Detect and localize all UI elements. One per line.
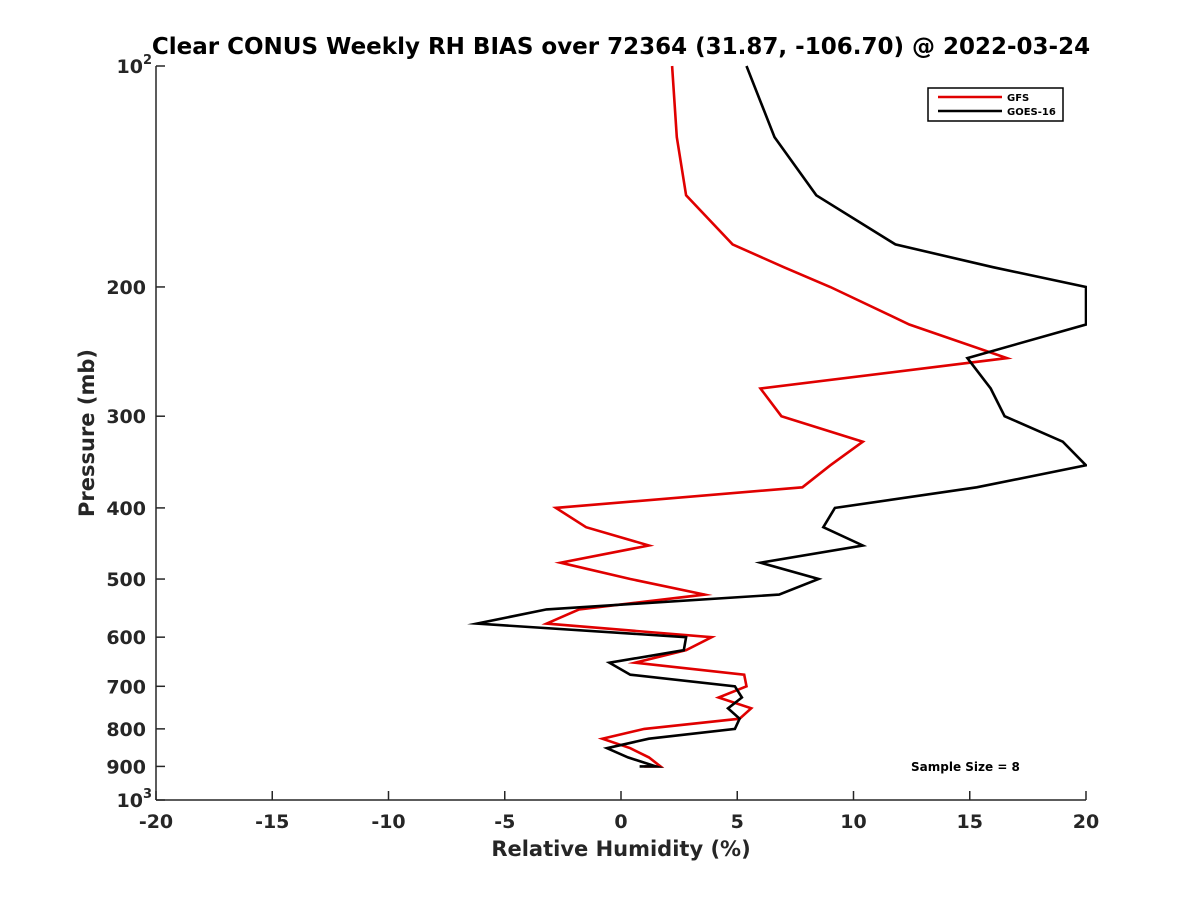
- y-axis-label: Pressure (mb): [75, 349, 99, 517]
- x-tick-label: 15: [957, 811, 983, 833]
- y-tick-label: 800: [106, 719, 146, 741]
- y-tick-label: 700: [106, 676, 146, 698]
- x-tick-label: -5: [494, 811, 515, 833]
- y-tick-label: 103: [117, 787, 153, 812]
- y-ticks: 102 200 300 400 500 600 700 800 900 103: [106, 53, 165, 812]
- x-ticks: -20 -15 -10 -5 0 5 10 15 20: [139, 791, 1099, 833]
- y-tick-label: 400: [106, 498, 146, 520]
- y-tick-label: 600: [106, 627, 146, 649]
- x-tick-label: 10: [840, 811, 866, 833]
- x-axis-label: Relative Humidity (%): [491, 837, 750, 861]
- x-tick-label: 5: [731, 811, 744, 833]
- x-tick-label: 20: [1073, 811, 1099, 833]
- x-tick-label: -15: [255, 811, 289, 833]
- x-tick-label: -20: [139, 811, 173, 833]
- series-line-goes-16: [467, 65, 1087, 768]
- y-tick-label: 500: [106, 569, 146, 591]
- y-tick-label: 300: [106, 406, 146, 428]
- legend-label: GFS: [1007, 93, 1029, 104]
- y-tick-label: 102: [117, 53, 153, 78]
- legend: GFS GOES-16: [927, 87, 1064, 122]
- chart-title: Clear CONUS Weekly RH BIAS over 72364 (3…: [152, 34, 1090, 60]
- series-layer: [467, 65, 1087, 768]
- legend-label: GOES-16: [1007, 107, 1056, 118]
- sample-size-annotation: Sample Size = 8: [911, 760, 1020, 774]
- y-tick-label: 200: [106, 277, 146, 299]
- series-line-gfs: [541, 65, 1013, 768]
- legend-box: [927, 87, 1064, 122]
- x-tick-label: -10: [371, 811, 405, 833]
- x-tick-label: 0: [614, 811, 627, 833]
- axes: [155, 66, 1086, 801]
- y-tick-label: 900: [106, 756, 146, 778]
